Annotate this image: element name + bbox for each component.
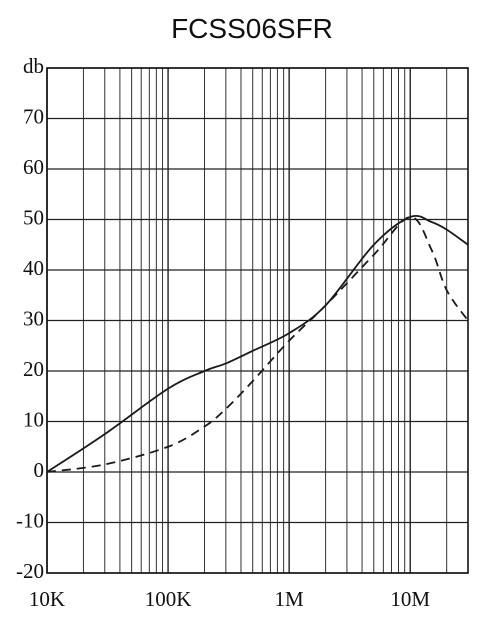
y-tick-label: 20 [23,357,44,381]
plot-frame [46,67,469,574]
line-series [46,214,469,473]
y-tick-label: 0 [34,458,45,482]
y-tick-label: 30 [23,306,44,330]
line-series [46,216,469,473]
chart-title: FCSS06SFR [171,13,333,44]
x-tick-label: 1M [275,587,305,611]
y-tick-label: 50 [23,205,44,229]
x-tick-label: 10M [390,587,430,611]
y-tick-label: 60 [23,155,44,179]
y-tick-label: 70 [23,104,44,128]
x-tick-label: 100K [145,587,192,611]
y-tick-label: -20 [16,559,44,583]
y-tick-label: db [23,54,44,78]
y-tick-label: 40 [23,256,44,280]
y-tick-label: 10 [23,407,44,431]
x-tick-label: 10K [29,587,65,611]
y-tick-label: -10 [16,508,44,532]
